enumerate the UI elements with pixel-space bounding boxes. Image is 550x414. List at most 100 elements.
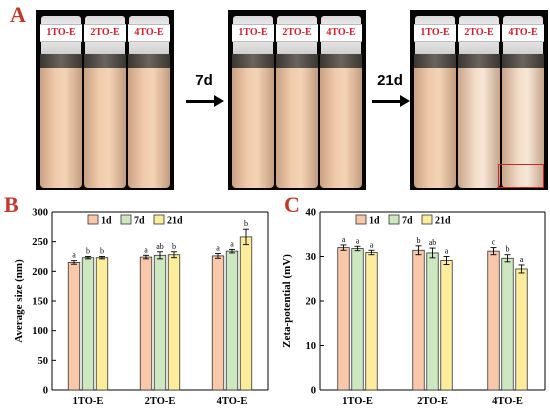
y-tick-label: 150 — [32, 297, 48, 308]
bottle-headspace — [84, 54, 126, 68]
y-tick-label: 50 — [38, 356, 49, 367]
significance-letter: a — [144, 245, 148, 254]
legend-swatch-7d — [388, 214, 400, 225]
bottle: 4TO-E — [128, 16, 170, 188]
chart-zeta-potential: 0 10 20 30 40 Zeta-potential (mV) 1TO-E a a a 2TO-… — [281, 208, 546, 407]
sediment-highlight-box — [498, 164, 544, 188]
significance-letter: a — [356, 236, 360, 245]
bottle-emulsion — [320, 54, 362, 188]
significance-letter: b — [172, 242, 176, 251]
significance-letter: a — [230, 239, 234, 248]
bottle-emulsion — [128, 54, 170, 188]
panel-letter-b: B — [4, 192, 19, 217]
bottle-label: 4TO-E — [128, 24, 170, 42]
legend-label: 1d — [369, 216, 380, 227]
bottle-headspace — [128, 54, 170, 68]
bar-1d — [487, 250, 500, 391]
bar-21d — [515, 268, 528, 391]
legend-label: 7d — [402, 216, 413, 227]
bottle: 1TO-E — [40, 16, 82, 188]
significance-letter: b — [244, 219, 248, 228]
legend-label: 1d — [101, 216, 112, 227]
bar-7d — [225, 250, 239, 391]
bottle-label: 1TO-E — [414, 24, 456, 42]
significance-letter: ab — [429, 238, 437, 247]
significance-letter: a — [216, 244, 220, 253]
bottle-emulsion — [502, 54, 544, 188]
bottle: 4TO-E — [320, 16, 362, 188]
legend-label: 7d — [134, 216, 145, 227]
bottle: 2TO-E — [84, 16, 126, 188]
bottle-label: 1TO-E — [40, 24, 82, 42]
bottle-headspace — [40, 54, 82, 68]
legend-label: 21d — [435, 216, 451, 227]
bottle-emulsion — [458, 54, 500, 188]
significance-letter: a — [520, 255, 524, 264]
bottle-emulsion — [40, 54, 82, 188]
legend-swatch-1d — [355, 214, 367, 225]
bottle-headspace — [232, 54, 274, 68]
significance-letter: a — [72, 251, 76, 260]
bottle-headspace — [414, 54, 456, 68]
bottle: 4TO-E — [502, 16, 544, 188]
significance-letter: a — [445, 247, 449, 256]
significance-letter: ab — [156, 242, 164, 251]
photo-day-21: 1TO-E 2TO-E 4TO-E — [410, 10, 548, 190]
bar-7d — [426, 252, 439, 391]
x-tick-label: 4TO-E — [217, 396, 248, 407]
panel-letter-a: A — [10, 2, 26, 27]
bar-7d — [351, 248, 364, 391]
significance-letter: b — [417, 236, 421, 245]
arrow-label: 21d — [377, 72, 403, 89]
bar-1d — [337, 247, 350, 391]
bar-1d — [412, 249, 425, 391]
y-tick-label: 100 — [32, 326, 48, 337]
legend-swatch-1d — [87, 214, 99, 225]
bottle: 2TO-E — [458, 16, 500, 188]
y-tick-label: 20 — [306, 297, 317, 308]
y-tick-label: 200 — [32, 267, 48, 278]
bottle-label: 4TO-E — [320, 24, 362, 42]
bottle-headspace — [502, 54, 544, 68]
bar-21d — [167, 254, 181, 391]
bottle-emulsion — [232, 54, 274, 188]
arrow-shaft — [186, 100, 216, 103]
x-tick-label: 2TO-E — [417, 396, 448, 407]
arrow-head-icon — [214, 95, 224, 107]
arrow-shaft — [372, 100, 402, 103]
bottle-label: 2TO-E — [84, 24, 126, 42]
bar-21d — [440, 260, 453, 391]
x-tick-label: 1TO-E — [73, 396, 104, 407]
y-tick-label: 300 — [32, 208, 48, 219]
y-axis-title: Average size (nm) — [13, 259, 25, 343]
significance-letter: b — [86, 247, 90, 256]
arrow-head-icon — [400, 95, 410, 107]
significance-letter: a — [342, 235, 346, 244]
bar-21d — [365, 252, 378, 391]
y-tick-label: 30 — [306, 252, 317, 263]
x-tick-label: 2TO-E — [145, 396, 176, 407]
bottle-label: 2TO-E — [276, 24, 318, 42]
bottle-label: 1TO-E — [232, 24, 274, 42]
bottle-headspace — [458, 54, 500, 68]
bar-1d — [67, 262, 81, 391]
y-tick-label: 250 — [32, 237, 48, 248]
bottle-emulsion — [276, 54, 318, 188]
y-tick-label: 0 — [311, 386, 316, 397]
bottle-label: 4TO-E — [502, 24, 544, 42]
legend-swatch-21d — [153, 214, 165, 225]
bottle-headspace — [276, 54, 318, 68]
bar-7d — [501, 257, 514, 391]
bottle: 1TO-E — [414, 16, 456, 188]
photo-day-1: 1TO-E 2TO-E 4TO-E — [36, 10, 174, 190]
bar-7d — [81, 257, 95, 391]
legend-label: 21d — [167, 216, 183, 227]
arrow-21d: 21d — [368, 72, 412, 112]
y-tick-label: 0 — [43, 386, 48, 397]
significance-letter: a — [370, 240, 374, 249]
panel-letter-c: C — [284, 192, 300, 217]
y-tick-label: 40 — [306, 208, 317, 219]
significance-letter: b — [506, 245, 510, 254]
bar-7d — [153, 254, 167, 391]
bottle-emulsion — [84, 54, 126, 188]
